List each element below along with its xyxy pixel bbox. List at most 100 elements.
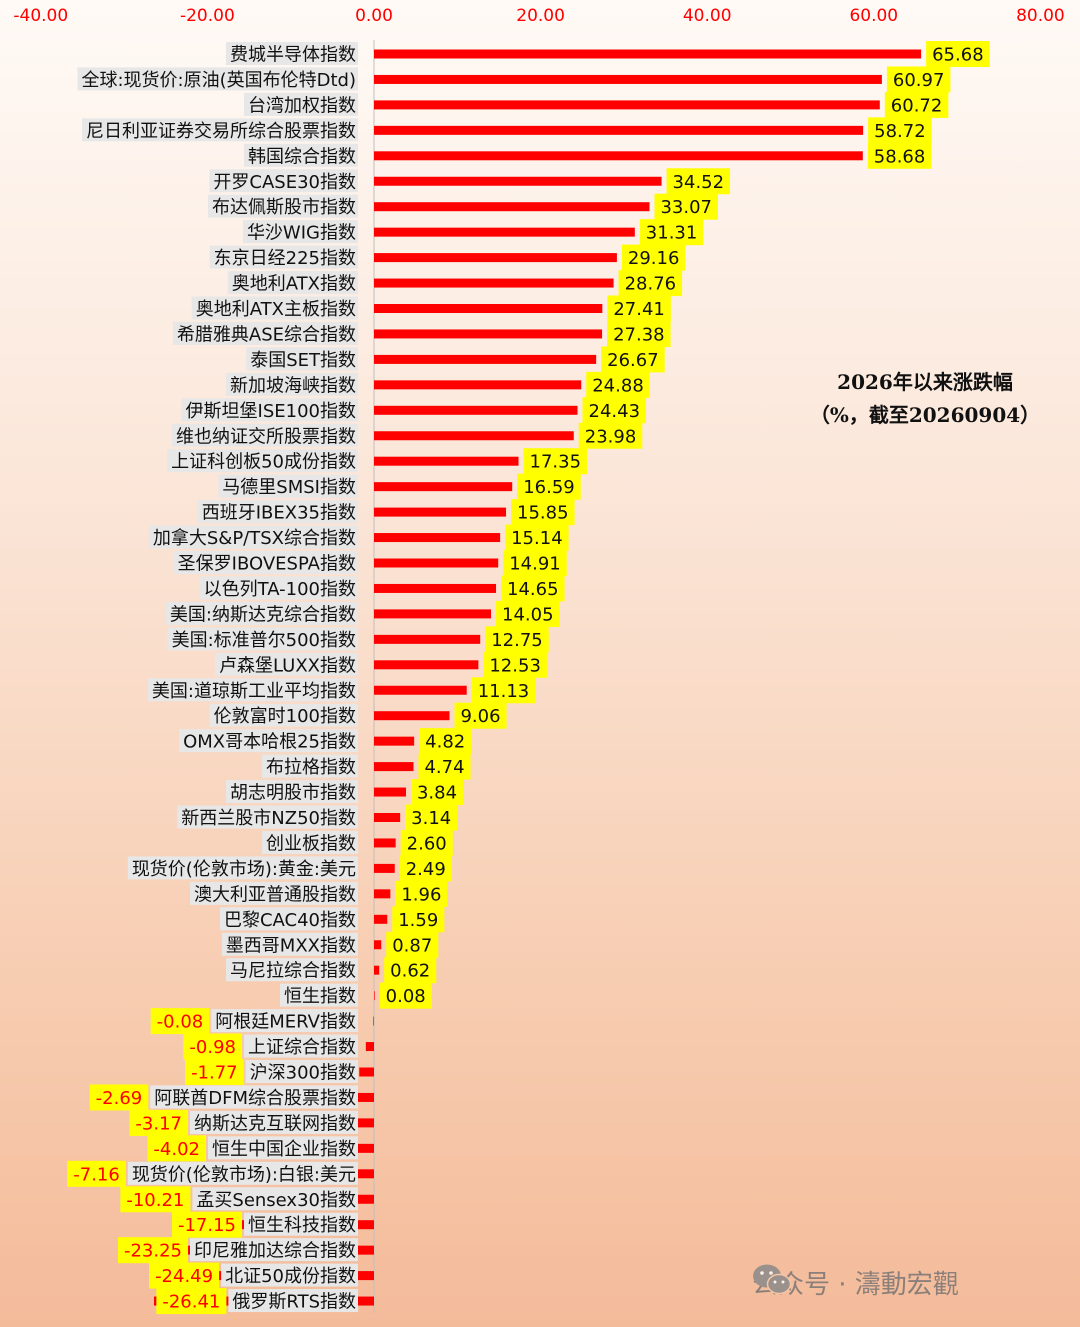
value-label-bg xyxy=(405,804,458,831)
value-label-bg xyxy=(639,219,704,246)
value-label-bg xyxy=(926,41,990,67)
value-label-bg xyxy=(400,829,453,856)
value-label: 3.84 xyxy=(417,783,457,804)
category-label-bg xyxy=(127,1161,358,1185)
wechat-icon xyxy=(753,1264,792,1295)
chart-subtitle: （%，截至20260904） xyxy=(809,403,1041,427)
category-label-bg xyxy=(221,932,358,956)
bar xyxy=(374,736,415,746)
category-label-bg xyxy=(179,729,358,753)
category-label-bg xyxy=(172,321,358,345)
value-label: 12.75 xyxy=(491,630,543,651)
bar xyxy=(374,965,380,975)
category-label: 伦敦富时100指数 xyxy=(214,706,356,727)
category-label: 胡志明股市指数 xyxy=(230,783,356,804)
category-label-bg xyxy=(226,372,358,396)
value-label-bg xyxy=(496,600,560,627)
bar xyxy=(374,863,395,873)
value-label-bg xyxy=(410,779,464,806)
value-label-bg xyxy=(129,1109,189,1136)
category-label-bg xyxy=(227,271,358,295)
value-label: 26.67 xyxy=(607,350,659,371)
bar xyxy=(374,125,864,135)
bar xyxy=(374,533,501,543)
value-label-bg xyxy=(379,982,432,1009)
value-label: 0.62 xyxy=(390,961,430,982)
value-label: -26.41 xyxy=(162,1292,220,1313)
value-label-bg xyxy=(471,677,536,704)
value-label-bg xyxy=(501,575,565,602)
value-label: -24.49 xyxy=(155,1266,213,1287)
category-label: 阿联酋DFM综合股票指数 xyxy=(154,1088,356,1109)
x-tick-label: -20.00 xyxy=(180,6,235,26)
category-label-bg xyxy=(191,296,358,320)
category-label: 印尼雅加达综合指数 xyxy=(194,1241,356,1262)
bar xyxy=(359,1067,374,1077)
value-label-bg xyxy=(523,448,588,475)
value-label: -2.69 xyxy=(96,1088,143,1109)
bar xyxy=(374,991,375,1001)
category-label: 新加坡海峡指数 xyxy=(230,375,356,396)
value-label-bg xyxy=(395,880,448,907)
category-label-bg xyxy=(147,678,358,702)
value-label: 27.38 xyxy=(613,324,665,345)
value-label-bg xyxy=(618,270,683,297)
value-label-bg xyxy=(654,193,719,220)
watermark: 公众号 · 濤動宏觀 xyxy=(752,1262,959,1302)
value-label: 1.96 xyxy=(401,884,441,905)
value-label-bg xyxy=(117,1237,189,1264)
bar xyxy=(374,176,662,186)
bar xyxy=(374,74,882,84)
bar xyxy=(374,329,603,339)
category-label-bg xyxy=(82,118,358,142)
value-label-bg xyxy=(884,91,949,118)
category-label-bg xyxy=(197,500,358,524)
value-label: 17.35 xyxy=(530,452,582,473)
value-label-bg xyxy=(517,473,581,500)
value-label: 60.72 xyxy=(891,95,943,116)
value-label: 12.53 xyxy=(489,655,541,676)
value-label-bg xyxy=(867,142,932,169)
x-tick-label: 40.00 xyxy=(683,6,732,26)
category-label-bg xyxy=(181,398,358,422)
x-tick-label: 80.00 xyxy=(1016,6,1065,26)
value-label-bg xyxy=(419,728,472,755)
value-label-bg xyxy=(67,1160,126,1187)
value-label-bg xyxy=(147,1135,207,1162)
category-label-bg xyxy=(226,958,358,982)
value-label: 0.87 xyxy=(392,935,432,956)
category-label-bg xyxy=(226,42,358,65)
value-label-bg xyxy=(503,550,567,576)
category-label-bg xyxy=(262,754,358,778)
category-label: 北证50成份指数 xyxy=(225,1266,356,1287)
bar xyxy=(374,889,391,899)
category-label-bg xyxy=(173,551,358,574)
value-label: 58.72 xyxy=(874,121,926,142)
category-label-bg xyxy=(244,92,358,116)
value-label-bg xyxy=(505,524,569,551)
value-label: 29.16 xyxy=(628,248,680,269)
bar xyxy=(374,49,922,59)
category-label: 沪深300指数 xyxy=(250,1063,356,1084)
value-label: -17.15 xyxy=(178,1215,236,1236)
category-label: 孟买Sensex30指数 xyxy=(196,1190,356,1211)
x-tick-label: 0.00 xyxy=(355,6,393,26)
value-label-bg xyxy=(183,1033,243,1060)
bar xyxy=(374,507,507,517)
chart-annotation: 2026年以来涨跌幅 （%，截至20260904） xyxy=(790,366,1060,432)
bar xyxy=(374,711,450,721)
category-label: OMX哥本哈根25指数 xyxy=(183,732,356,753)
value-label: 15.14 xyxy=(511,528,563,549)
value-label-bg xyxy=(156,1288,227,1315)
bar xyxy=(374,278,614,288)
category-label-bg xyxy=(167,627,358,651)
category-label: 希腊雅典ASE综合指数 xyxy=(177,324,356,345)
bar xyxy=(374,380,582,390)
category-label: 马尼拉综合指数 xyxy=(230,961,356,982)
value-label: 15.85 xyxy=(517,503,569,524)
bar xyxy=(374,660,479,670)
category-label-bg xyxy=(242,220,358,244)
bar xyxy=(374,634,481,644)
